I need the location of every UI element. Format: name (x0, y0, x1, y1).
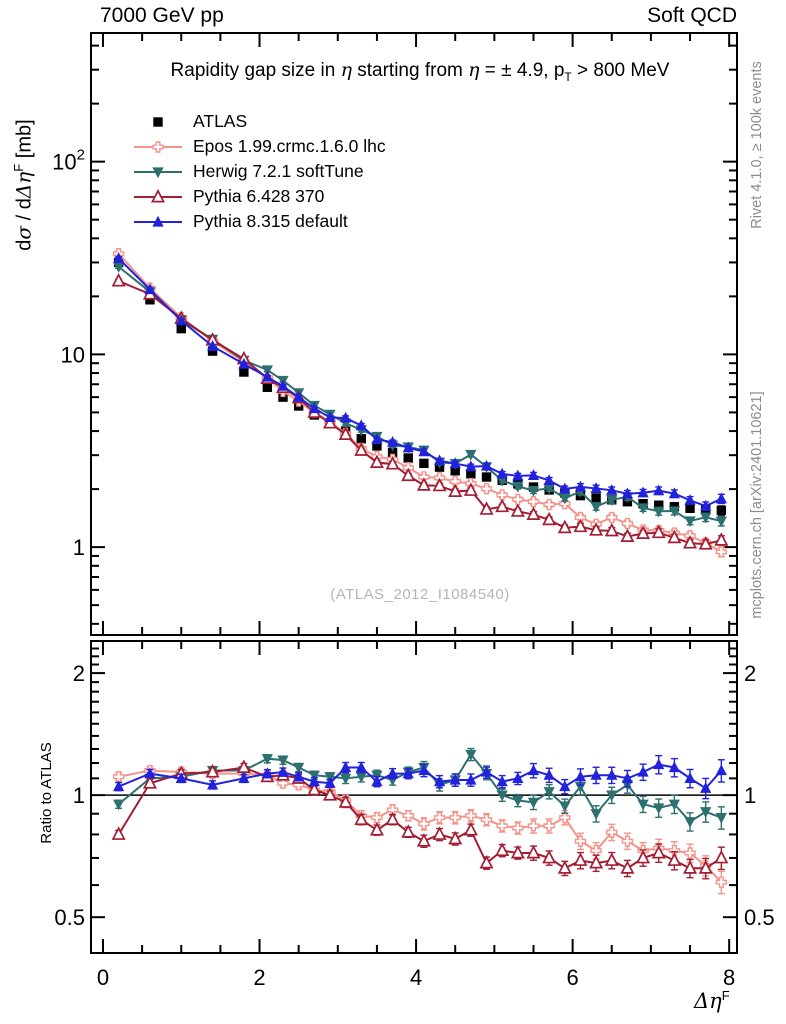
legend-item-epos: Epos 1.99.crmc.1.6.0 lhc (132, 134, 386, 159)
svg-text:8: 8 (723, 965, 735, 990)
title-eta-1: η (340, 59, 352, 81)
pythia6-open-triangle-marker-icon (134, 188, 182, 202)
epos-plus-marker-icon (134, 140, 182, 153)
title-pt-subscript: T (564, 69, 572, 84)
legend-item-atlas: ATLAS (132, 109, 386, 134)
legend-item-pythia6: Pythia 6.428 370 (132, 184, 386, 209)
svg-text:1: 1 (73, 783, 85, 808)
legend-label-herwig: Herwig 7.2.1 softTune (193, 161, 364, 181)
svg-text:102: 102 (52, 147, 85, 175)
x-axis-title: ΔηF (694, 988, 730, 1014)
xlabel-sup-f: F (721, 988, 730, 1003)
atlas-square-marker-icon (153, 116, 163, 127)
svg-text:0.5: 0.5 (744, 905, 775, 930)
herwig-triangle-down-marker-icon (134, 166, 182, 178)
legend: ATLAS Epos 1.99.crmc.1.6.0 lhc Herwig 7.… (132, 109, 386, 234)
legend-label-pythia6: Pythia 6.428 370 (193, 186, 325, 206)
legend-label-pythia8: Pythia 8.315 default (193, 211, 348, 231)
svg-text:4: 4 (410, 965, 422, 990)
svg-text:1: 1 (73, 535, 85, 560)
svg-text:2: 2 (73, 661, 85, 686)
legend-item-pythia8: Pythia 8.315 default (132, 209, 386, 234)
title-eta-2: η (468, 59, 480, 81)
title-text-3: = ± 4.9, p (479, 60, 565, 81)
analysis-id-watermark: (ATLAS_2012_I1084540) (330, 586, 510, 603)
title-text: Rapidity gap size in (170, 60, 341, 81)
title-text-2: starting from (351, 60, 469, 81)
svg-text:6: 6 (566, 965, 578, 990)
legend-label-atlas: ATLAS (193, 111, 248, 131)
pythia8-triangle-marker-icon (134, 215, 182, 227)
legend-label-epos: Epos 1.99.crmc.1.6.0 lhc (193, 136, 386, 156)
svg-text:0: 0 (97, 965, 109, 990)
process-group-label: Soft QCD (647, 4, 737, 27)
title-text-4: > 800 MeV (571, 60, 670, 81)
plot-title: Rapidity gap size in η starting from η =… (103, 59, 737, 84)
beam-energy-label: 7000 GeV pp (100, 4, 224, 27)
svg-text:2: 2 (253, 965, 265, 990)
xlabel-deta: Δη (694, 989, 722, 1013)
legend-item-herwig: Herwig 7.2.1 softTune (132, 159, 386, 184)
svg-text:10: 10 (61, 342, 85, 367)
svg-text:2: 2 (744, 661, 756, 686)
svg-text:1: 1 (744, 783, 756, 808)
svg-text:0.5: 0.5 (54, 905, 85, 930)
